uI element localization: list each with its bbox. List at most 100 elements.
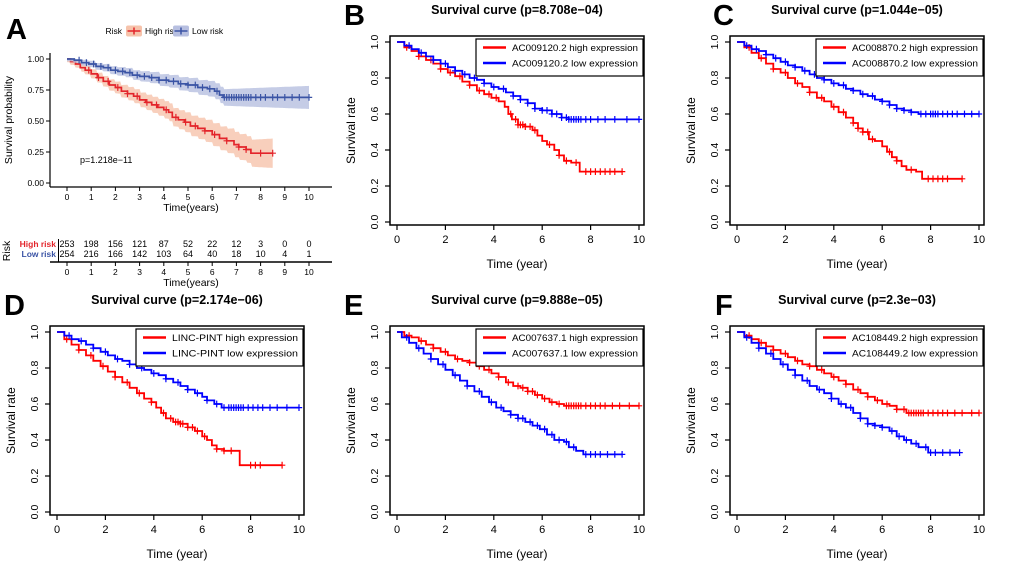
censor-tick <box>818 366 825 374</box>
x-tick-label: 0 <box>54 524 60 536</box>
censor-tick <box>415 53 422 60</box>
censor-tick <box>85 66 92 74</box>
censor-tick <box>541 425 548 433</box>
risk-table-tick-label: 10 <box>304 267 314 277</box>
y-tick-label: 1.0 <box>369 325 381 340</box>
panel-letter-c: C <box>713 0 734 32</box>
censor-tick <box>837 400 845 408</box>
x-tick-label: 0 <box>734 234 740 246</box>
censor-tick <box>257 149 264 157</box>
km-plot-a: Risk High risk Low risk0.000.250.500.751.0… <box>1 25 332 289</box>
censor-tick <box>895 433 903 440</box>
censor-tick <box>194 389 201 397</box>
panel-title-d: Survival curve (p=2.174e−06) <box>91 293 263 307</box>
y-axis-label: Survival rate <box>344 97 358 164</box>
km-plot-f: 0.0 0.2 0.4 0.6 0.8 1.0 0 2 4 6 8 10 Time (year) Surv… <box>684 325 985 561</box>
censor-tick <box>97 63 105 70</box>
censor-tick <box>242 146 250 153</box>
x-tick-label: 8 <box>588 524 594 536</box>
km-curve <box>57 331 299 409</box>
legend-box <box>135 328 304 367</box>
risk-legend: Risk High risk Low risk <box>105 25 224 37</box>
legend-label: LINC-PINT low expression <box>172 349 298 360</box>
x-axis-label: Time (year) <box>827 547 888 561</box>
legend-label: AC008870.2 high expression <box>852 43 978 54</box>
censor-tick <box>806 89 813 96</box>
x-tick-label: 5 <box>186 192 191 202</box>
censor-tick <box>75 346 82 354</box>
censor-tick <box>755 344 762 352</box>
x-tick-label: 0 <box>734 524 740 536</box>
censor-tick <box>124 90 131 98</box>
censor-tick <box>485 90 493 98</box>
censor-tick <box>770 346 777 354</box>
censor-tick <box>958 175 966 183</box>
risk-count: 40 <box>207 249 217 259</box>
censor-tick <box>782 69 789 76</box>
y-axis-label: Survival rate <box>344 387 358 454</box>
censor-tick <box>623 116 631 123</box>
censor-tick <box>801 67 808 75</box>
censor-tick <box>403 334 410 341</box>
censor-tick <box>611 451 618 458</box>
censor-tick <box>816 386 823 393</box>
y-tick-label: 0.4 <box>709 143 721 158</box>
censor-tick <box>114 355 121 363</box>
censor-tick <box>553 110 560 118</box>
censor-tick <box>854 125 862 132</box>
censor-tick <box>177 80 184 88</box>
censor-tick <box>83 59 90 67</box>
risk-table-axis-label: Risk <box>1 240 13 261</box>
censor-tick <box>791 371 799 379</box>
legend-box <box>815 38 984 77</box>
censor-tick <box>888 427 896 435</box>
censor-tick <box>495 373 502 381</box>
censor-tick <box>519 415 526 422</box>
censor-tick <box>541 395 548 402</box>
censor-tick <box>223 137 230 145</box>
censor-tick <box>850 87 857 94</box>
km-series <box>57 331 303 411</box>
censor-tick <box>883 400 891 408</box>
censor-tick <box>418 49 425 57</box>
censor-tick <box>772 54 779 62</box>
risk-count: 10 <box>256 249 266 259</box>
censor-tick <box>791 63 799 71</box>
censor-tick <box>951 409 958 417</box>
censor-tick <box>163 106 170 114</box>
km-curve <box>737 41 979 115</box>
censor-tick <box>430 344 437 352</box>
x-tick-label: 4 <box>491 524 497 536</box>
censor-tick <box>235 143 242 151</box>
censor-tick <box>295 404 303 411</box>
legend-label: AC108449.2 low expression <box>852 349 978 360</box>
y-tick-label: 0.6 <box>709 107 721 122</box>
km-series <box>737 331 963 456</box>
y-tick-label: 0.0 <box>709 215 721 230</box>
censor-tick <box>278 461 286 469</box>
censor-tick <box>274 94 281 101</box>
risk-table: Risk High risk 253 198 156 121 87 52 22 12 3 0 0Low … <box>1 239 332 289</box>
censor-tick <box>143 99 151 106</box>
censor-tick <box>442 348 449 356</box>
y-tick-label: 1.0 <box>709 325 721 340</box>
x-tick-label: 0 <box>65 192 70 202</box>
km-curve <box>397 331 639 407</box>
risk-table-tick-label: 9 <box>282 267 287 277</box>
censor-tick <box>65 332 73 339</box>
censor-tick <box>922 443 929 451</box>
censor-tick <box>201 433 208 440</box>
risk-table-tick-label: 0 <box>65 267 70 277</box>
x-tick-label: 4 <box>161 192 166 202</box>
censor-tick <box>505 379 512 386</box>
x-tick-label: 2 <box>102 524 108 536</box>
km-plot-b: 0.0 0.2 0.4 0.6 0.8 1.0 0 2 4 6 8 10 Time (year) Surv… <box>344 35 645 271</box>
y-tick-label: 0.8 <box>709 361 721 376</box>
censor-tick <box>134 92 141 100</box>
censor-tick <box>430 56 437 64</box>
risk-table-x-label: Time(years) <box>163 277 219 289</box>
censor-tick <box>886 101 893 109</box>
risk-count: 64 <box>183 249 193 259</box>
risk-row-label: Low risk <box>22 249 57 259</box>
censor-tick <box>148 398 155 406</box>
